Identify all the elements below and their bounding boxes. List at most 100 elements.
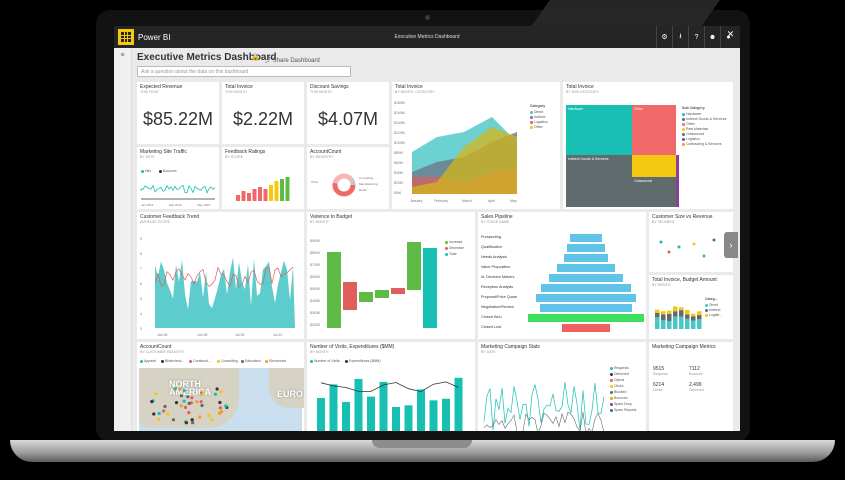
- tile-title: Expected Revenue: [140, 84, 183, 90]
- funnel-stage-bar[interactable]: [536, 294, 636, 302]
- funnel-stage-bar[interactable]: [540, 284, 632, 292]
- legend-item[interactable]: Biotechnol...: [161, 359, 184, 363]
- legend-item[interactable]: Increase: [445, 240, 462, 244]
- window-title: Executive Metrics Dashboard: [394, 34, 460, 40]
- legend-item[interactable]: Construct...: [189, 359, 211, 363]
- legend-item[interactable]: Delivered: [610, 372, 629, 376]
- kpi-discount-savings[interactable]: Discount Savings THIS MONTH $4.07M: [307, 82, 389, 144]
- legend-item[interactable]: Logistics: [530, 120, 548, 124]
- legend-item[interactable]: Raw Materials: [682, 127, 708, 131]
- treemap-cell-hardware[interactable]: Hardware: [566, 105, 632, 155]
- legend-item[interactable]: Blocked: [610, 390, 626, 394]
- tile-campaign-metrics[interactable]: Marketing Campaign Metrics 9515 Requests …: [649, 342, 733, 431]
- invoice-budget-chart: [655, 306, 702, 329]
- tile-feedback-ratings[interactable]: Feedback Ratings BY SCORE: [222, 147, 304, 209]
- map-dot: [190, 396, 194, 400]
- legend-item[interactable]: Education: [241, 359, 261, 363]
- legend-item[interactable]: Decrease: [445, 246, 464, 250]
- legend-item[interactable]: Hardware: [682, 112, 701, 116]
- hamburger-icon[interactable]: ≡: [120, 52, 125, 59]
- y-tick: $0M: [394, 191, 401, 195]
- map[interactable]: NORTH AMERICA EURO: [139, 368, 304, 431]
- tile-site-traffic[interactable]: Marketing Site Traffic BY DATE Hits Boun…: [137, 147, 219, 209]
- legend-item[interactable]: Logistics: [682, 137, 700, 141]
- legend-item[interactable]: Clicks: [610, 384, 623, 388]
- area-other: [412, 127, 517, 194]
- tile-variance-to-budget[interactable]: Varience to Budget BY MONTH $900K $800K …: [307, 212, 475, 339]
- tile-accountcount-donut[interactable]: AccountCount BY INDUSTRY Consulting Manu…: [307, 147, 389, 209]
- map-dot: [150, 400, 154, 404]
- tile-sales-pipeline[interactable]: Sales Pipeline BY STAGE NAME Prospecting…: [478, 212, 646, 339]
- tile-invoice-budget[interactable]: Total Invoice, Budget Amount BY MONTH Ca…: [649, 275, 733, 339]
- tile-title: Total Invoice: [225, 84, 253, 90]
- download-icon[interactable]: ⭳: [672, 26, 688, 48]
- treemap-cell-indirect[interactable]: Indirect Goods & Services: [566, 155, 632, 207]
- close-icon[interactable]: ✕: [726, 29, 735, 39]
- legend-item[interactable]: Other: [530, 125, 543, 129]
- legend-item[interactable]: Indirect: [705, 308, 720, 312]
- app-name[interactable]: Power BI: [138, 32, 171, 42]
- funnel-stage-bar[interactable]: [561, 324, 611, 332]
- treemap-cell-raw[interactable]: [632, 155, 676, 177]
- legend-item[interactable]: Spam Reports: [610, 408, 636, 412]
- scatter-point: [659, 240, 663, 244]
- legend-item[interactable]: Hits: [141, 169, 151, 173]
- app-launcher-icon[interactable]: [118, 29, 134, 45]
- expand-arrow-icon[interactable]: ›: [724, 232, 738, 258]
- tile-accountcount-map[interactable]: AccountCount BY CUSTOMER INDUSTRY Appare…: [137, 342, 304, 431]
- visits-bar: [367, 396, 375, 431]
- qa-input[interactable]: Ask a question about the data on this da…: [137, 66, 351, 77]
- funnel-stage-bar[interactable]: [539, 304, 633, 312]
- legend-item[interactable]: Bounces: [610, 396, 628, 400]
- tile-total-invoice-area[interactable]: Total Invoice BY MONTH, CATEGORY $180M $…: [392, 82, 560, 209]
- help-icon[interactable]: ?: [688, 26, 704, 48]
- funnel-stage-bar[interactable]: [563, 254, 609, 262]
- funnel-stage-bar[interactable]: [567, 244, 605, 252]
- scatter-point: [692, 242, 696, 246]
- gear-icon[interactable]: ⚙: [656, 26, 672, 48]
- tile-customer-size-revenue[interactable]: Customer Size vs Revenue BY SEGMENT: [649, 212, 733, 272]
- smiley-icon[interactable]: ☻: [704, 26, 720, 48]
- tile-campaign-stats[interactable]: Marketing Campaign Stats BY DATE Request…: [478, 342, 646, 431]
- y-tick: $600K: [310, 275, 321, 279]
- treemap-cell-outsourced[interactable]: Outsourced: [632, 177, 676, 207]
- legend-item[interactable]: Spam Drop: [610, 402, 632, 406]
- kpi-expected-revenue[interactable]: Expected Revenue THIS YEAR $85.22M: [137, 82, 219, 144]
- legend-item[interactable]: Opens: [610, 378, 624, 382]
- legend-item[interactable]: Indirect Goods & Services: [682, 117, 726, 121]
- funnel-stage-bar[interactable]: [548, 274, 624, 282]
- stacked-bar-segment: [661, 314, 666, 321]
- legend-item[interactable]: Bounces: [159, 169, 177, 173]
- y-tick: $40M: [394, 171, 403, 175]
- legend-item[interactable]: Number of Visits: [310, 359, 340, 363]
- funnel-stage-bar[interactable]: [569, 234, 603, 242]
- legend-item[interactable]: Logisti...: [705, 313, 722, 317]
- legend-item[interactable]: Indirect: [530, 115, 545, 119]
- tile-customer-feedback-trend[interactable]: Customer Feedback Trend AVERAGE SCORE 9 …: [137, 212, 304, 339]
- share-dashboard-button[interactable]: ⤴ Share Dashboard: [265, 58, 320, 64]
- treemap-cell-logistics[interactable]: [676, 155, 679, 207]
- funnel-stage-bar[interactable]: [557, 264, 615, 272]
- tile-title: Total Invoice: [566, 84, 594, 90]
- treemap-cell-other[interactable]: Other: [632, 105, 676, 155]
- x-tick: May: [510, 199, 517, 203]
- legend-item[interactable]: Contracting & Services: [682, 142, 722, 146]
- x-tick: April: [488, 199, 495, 203]
- legend-item[interactable]: Other: [682, 122, 695, 126]
- legend-item[interactable]: Apparel: [140, 359, 156, 363]
- user-icon[interactable]: ●: [720, 26, 736, 48]
- legend-item[interactable]: Consulting: [217, 359, 238, 363]
- legend-item[interactable]: Direct: [530, 110, 543, 114]
- legend-item[interactable]: Direct: [705, 303, 718, 307]
- legend-item[interactable]: Total: [445, 252, 456, 256]
- tile-total-invoice-treemap[interactable]: Total Invoice BY SUB CATEGORY Hardware O…: [563, 82, 733, 209]
- funnel-stage-bar[interactable]: [528, 314, 644, 322]
- donut-slice: [332, 173, 356, 197]
- legend-item[interactable]: Expenditures ($MM): [345, 359, 381, 363]
- tile-visits-expenditures[interactable]: Number of Visits, Expenditures ($MM) BY …: [307, 342, 475, 431]
- map-dots: [150, 387, 229, 425]
- legend-item[interactable]: Electronics: [265, 359, 286, 363]
- kpi-total-invoice[interactable]: Total Invoice THIS MONTH $2.22M: [222, 82, 304, 144]
- legend-item[interactable]: Outsourced: [682, 132, 704, 136]
- legend-item[interactable]: Requests: [610, 366, 629, 370]
